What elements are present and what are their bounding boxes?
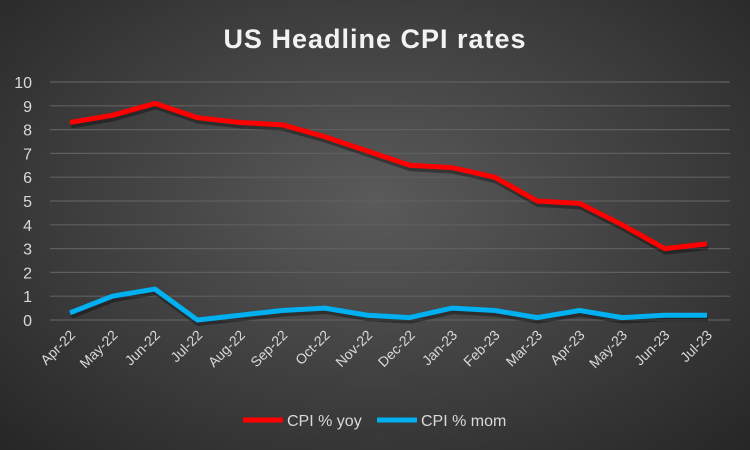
- y-tick-label: 9: [23, 99, 32, 116]
- x-tick-label: Feb-23: [460, 327, 503, 370]
- x-tick-label: Jun-22: [121, 327, 163, 369]
- x-tick-label: May-23: [586, 327, 630, 371]
- x-tick-label: Sep-22: [247, 327, 290, 370]
- series-line-cpi-mom: [69, 286, 707, 323]
- y-tick-label: 5: [23, 194, 32, 211]
- x-tick-label: Jul-22: [167, 327, 205, 365]
- x-tick-label: May-22: [76, 327, 120, 371]
- x-tick-label: Jun-23: [631, 327, 673, 369]
- x-tick-label: Apr-22: [37, 327, 78, 368]
- chart-title: US Headline CPI rates: [223, 24, 526, 54]
- x-tick-label: Dec-22: [375, 327, 418, 370]
- x-tick-label: Nov-22: [332, 327, 375, 370]
- y-tick-label: 2: [23, 265, 32, 282]
- series-shadow: [70, 103, 709, 255]
- x-tick-label: Mar-23: [503, 327, 546, 370]
- y-tick-label: 7: [23, 146, 32, 163]
- x-tick-label: Apr-23: [547, 327, 588, 368]
- y-tick-label: 8: [23, 123, 32, 140]
- x-tick-label: Aug-22: [205, 327, 248, 370]
- x-tick-label: Oct-22: [292, 327, 333, 368]
- y-tick-label: 10: [14, 75, 32, 92]
- y-tick-label: 6: [23, 170, 32, 187]
- x-tick-label: Jul-23: [677, 327, 715, 365]
- y-tick-label: 0: [23, 313, 32, 330]
- y-tick-label: 3: [23, 242, 32, 259]
- y-tick-label: 1: [23, 289, 32, 306]
- x-tick-label: Jan-23: [419, 327, 461, 369]
- legend-label: CPI % mom: [421, 413, 506, 430]
- y-tick-label: 4: [23, 218, 32, 235]
- series-line-cpi-yoy: [69, 100, 708, 252]
- legend-label: CPI % yoy: [287, 413, 362, 430]
